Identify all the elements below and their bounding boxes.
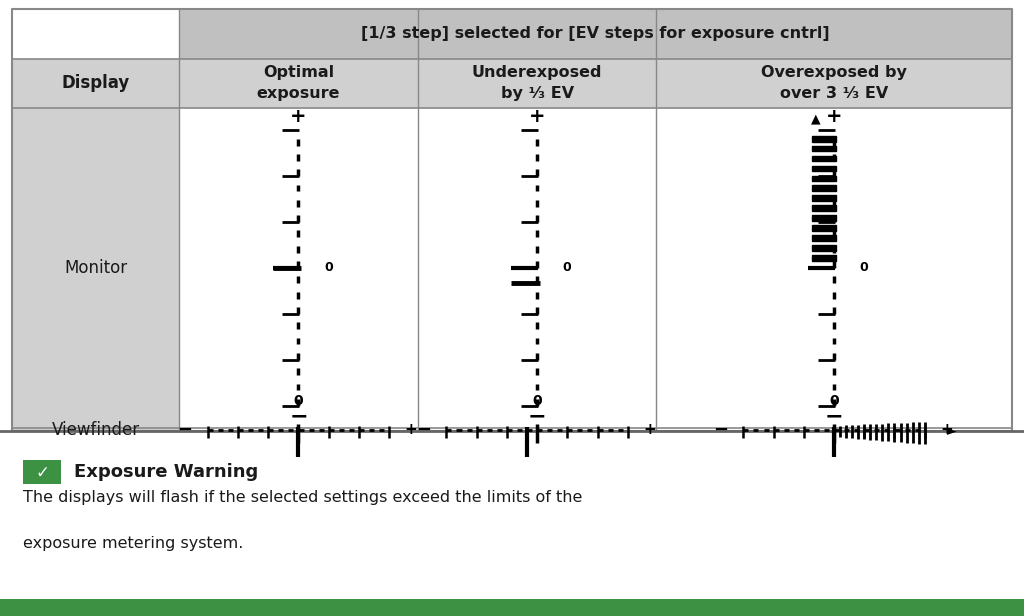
Polygon shape: [811, 136, 836, 142]
Text: 0: 0: [860, 261, 868, 275]
Text: 0: 0: [294, 394, 303, 408]
Text: exposure metering system.: exposure metering system.: [23, 536, 243, 551]
Polygon shape: [811, 156, 836, 161]
Text: Optimal
exposure: Optimal exposure: [257, 65, 340, 101]
Text: Underexposed
by ¹⁄₃ EV: Underexposed by ¹⁄₃ EV: [472, 65, 602, 101]
Polygon shape: [811, 205, 836, 211]
Text: 0: 0: [563, 261, 571, 275]
Text: The displays will flash if the selected settings exceed the limits of the: The displays will flash if the selected …: [23, 490, 582, 505]
Polygon shape: [811, 245, 836, 251]
Polygon shape: [811, 225, 836, 231]
Text: 0: 0: [532, 394, 542, 408]
Text: −: −: [713, 421, 728, 439]
Polygon shape: [811, 166, 836, 171]
Text: +: +: [825, 107, 843, 126]
Polygon shape: [811, 235, 836, 241]
Text: +: +: [290, 107, 307, 126]
Polygon shape: [811, 176, 836, 181]
Bar: [0, 599, 1024, 616]
Text: Monitor: Monitor: [65, 259, 127, 277]
Text: +: +: [528, 107, 546, 126]
Text: Exposure Warning: Exposure Warning: [74, 463, 258, 481]
Text: Display: Display: [61, 74, 130, 92]
Text: +: +: [940, 422, 952, 437]
Text: 0: 0: [324, 261, 333, 275]
Text: ✓: ✓: [35, 464, 49, 482]
Polygon shape: [811, 255, 836, 261]
Text: ▲: ▲: [811, 113, 820, 126]
Polygon shape: [811, 195, 836, 201]
Bar: [23, 460, 61, 484]
Text: +: +: [404, 422, 417, 437]
Polygon shape: [811, 145, 836, 152]
Text: +: +: [643, 422, 655, 437]
Text: −: −: [527, 407, 547, 427]
Text: [1/3 step] selected for [EV steps for exposure cntrl]: [1/3 step] selected for [EV steps for ex…: [361, 26, 829, 41]
Text: −: −: [416, 421, 431, 439]
Text: Viewfinder: Viewfinder: [51, 421, 140, 439]
Text: −: −: [177, 421, 193, 439]
Text: Overexposed by
over 3 ¹⁄₃ EV: Overexposed by over 3 ¹⁄₃ EV: [761, 65, 907, 101]
Text: −: −: [824, 407, 844, 427]
Bar: [12, 59, 1012, 108]
Bar: [179, 9, 1012, 59]
Polygon shape: [811, 216, 836, 221]
Polygon shape: [811, 185, 836, 192]
Text: 0: 0: [829, 394, 839, 408]
Text: ►: ►: [947, 426, 956, 439]
Text: −: −: [289, 407, 308, 427]
Bar: [12, 108, 179, 431]
